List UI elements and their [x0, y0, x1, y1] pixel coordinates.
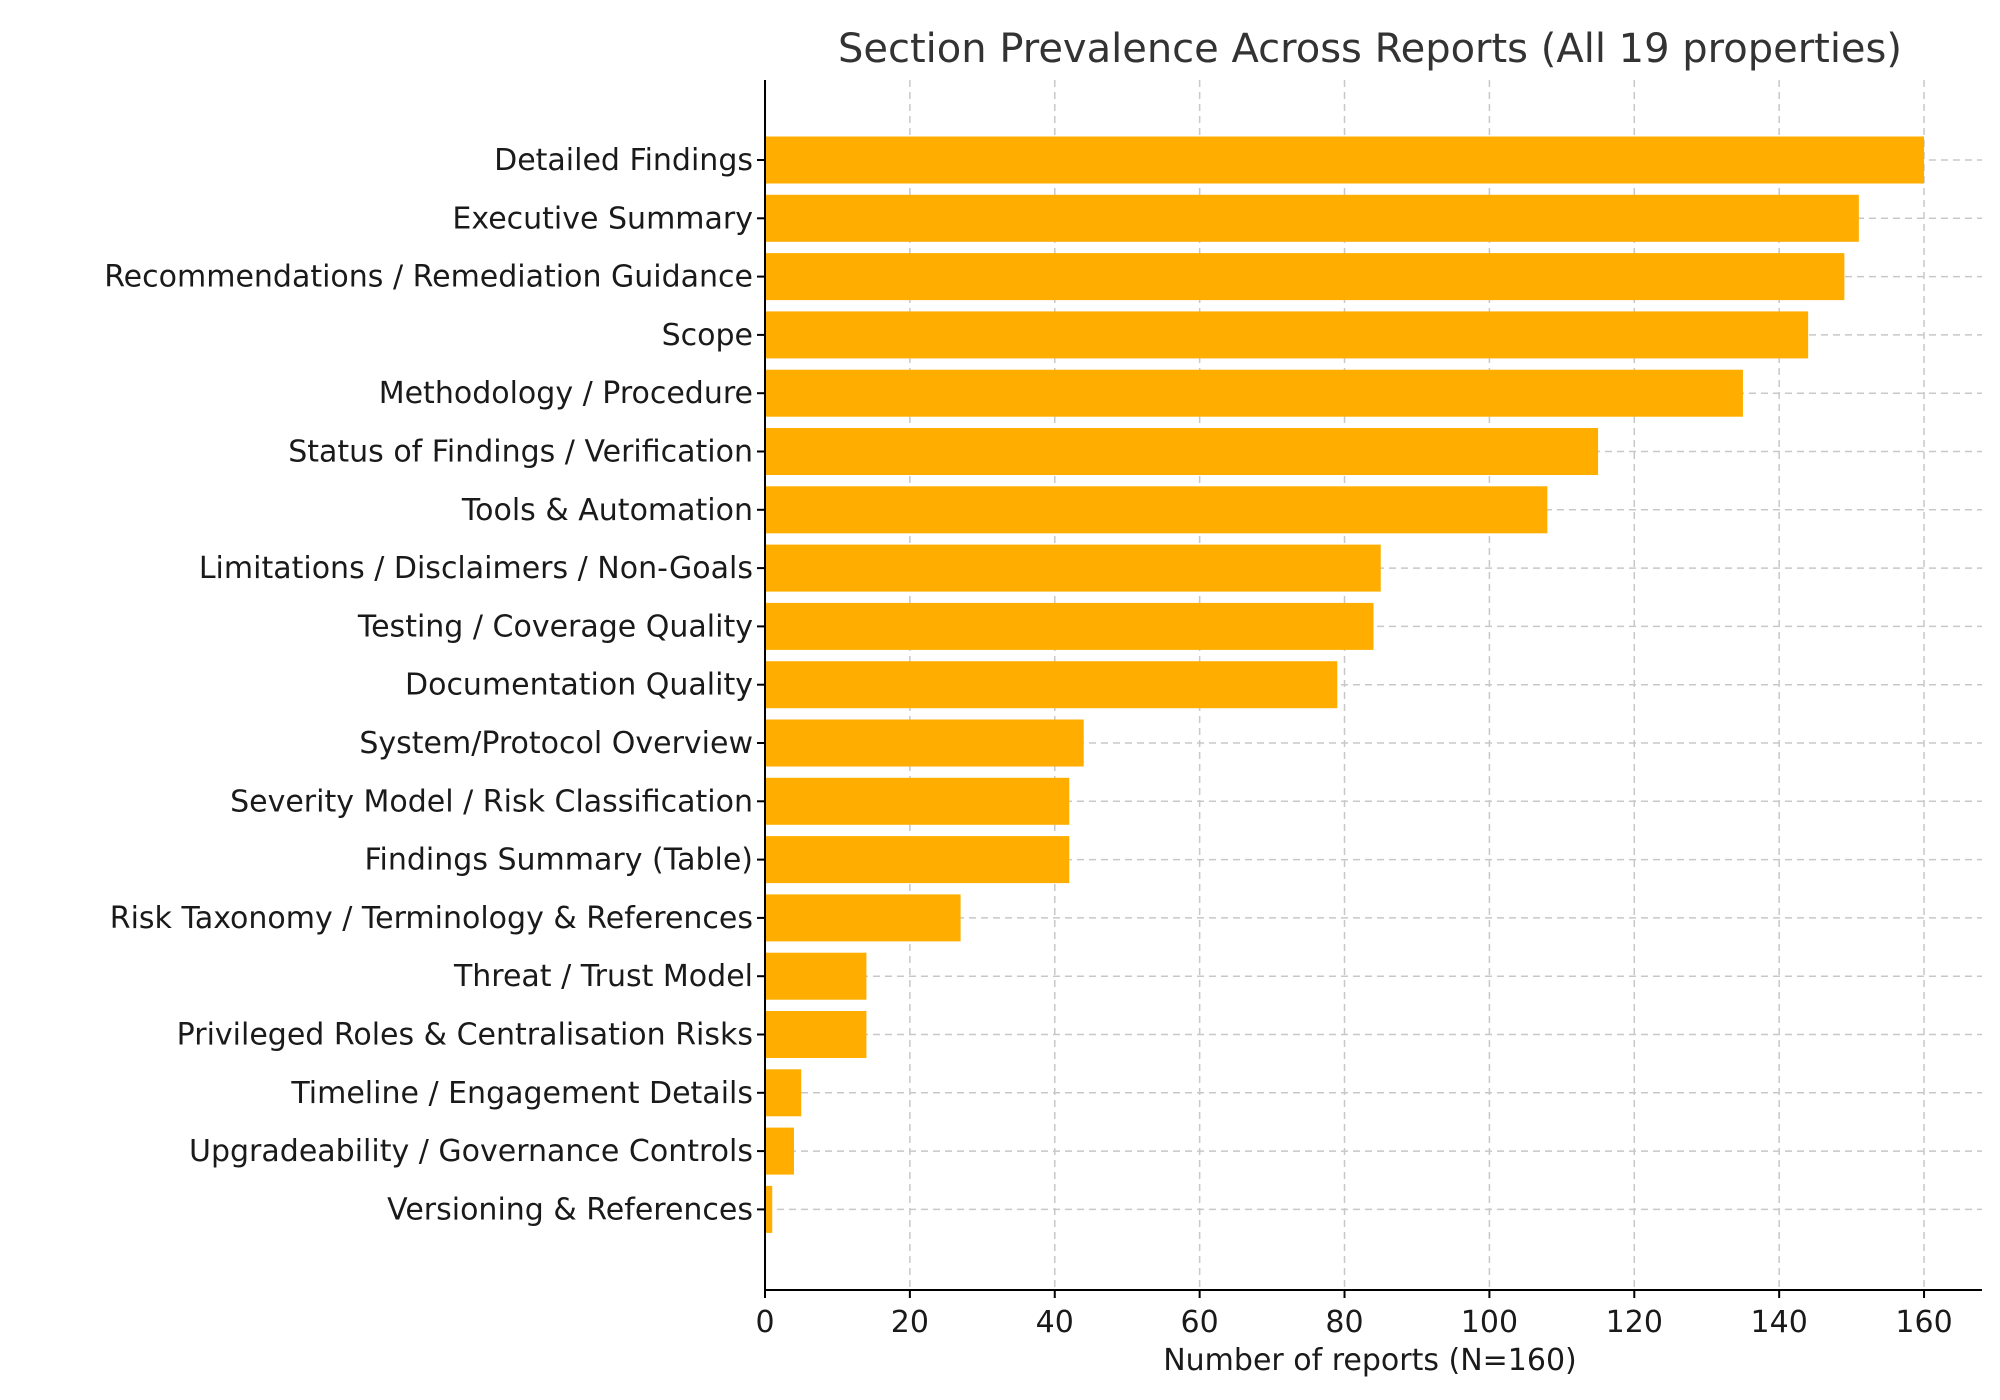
axes: 0 20 40 60 80 100 120 140 160: [755, 80, 1982, 1340]
x-tick-label: 0: [755, 1305, 774, 1340]
category-label: Methodology / Procedure: [379, 376, 753, 411]
bar: [765, 136, 1925, 184]
category-label: Testing / Coverage Quality: [357, 609, 753, 644]
category-label: Executive Summary: [452, 201, 753, 236]
bars: [765, 136, 1925, 1233]
x-tick-label: 140: [1751, 1305, 1808, 1340]
chart-title: Section Prevalence Across Reports (All 1…: [838, 26, 1902, 72]
category-label: Recommendations / Remediation Guidance: [104, 260, 753, 295]
category-label: Versioning & References: [387, 1192, 753, 1227]
category-label: Documentation Quality: [405, 668, 753, 703]
category-label: Risk Taxonomy / Terminology & References: [110, 901, 753, 936]
category-label: Status of Findings / Verification: [288, 435, 753, 470]
category-label: Detailed Findings: [494, 143, 753, 178]
bar: [765, 661, 1338, 709]
x-tick-label: 20: [891, 1305, 929, 1340]
bar: [765, 777, 1070, 825]
category-label: Limitations / Disclaimers / Non-Goals: [199, 551, 753, 586]
category-labels: Detailed Findings Executive Summary Recomm…: [104, 143, 753, 1227]
x-tick-label: 60: [1181, 1305, 1219, 1340]
bar: [765, 602, 1374, 650]
bar: [765, 428, 1599, 475]
bar: [765, 1127, 794, 1175]
bar: [765, 544, 1381, 592]
category-label: Findings Summary (Table): [364, 843, 753, 878]
x-axis-label: Number of reports (N=160): [1163, 1343, 1577, 1378]
category-label: Threat / Trust Model: [453, 959, 753, 994]
category-label: Timeline / Engagement Details: [290, 1076, 753, 1111]
bar: [765, 952, 867, 1000]
x-tick-label: 80: [1325, 1305, 1363, 1340]
bar: [765, 253, 1845, 301]
bar: [765, 1069, 802, 1117]
x-tick-label: 100: [1461, 1305, 1518, 1340]
bar: [765, 311, 1809, 359]
bar: [765, 719, 1084, 767]
category-label: Scope: [662, 318, 753, 353]
category-label: Severity Model / Risk Classification: [230, 784, 753, 819]
category-label: Upgradeability / Governance Controls: [189, 1134, 753, 1169]
bar: [765, 369, 1743, 417]
x-tick-label: 40: [1036, 1305, 1074, 1340]
category-label: Privileged Roles & Centralisation Risks: [177, 1018, 753, 1053]
x-tick-label: 160: [1895, 1305, 1952, 1340]
category-label: Tools & Automation: [461, 493, 753, 528]
bar: [765, 1011, 867, 1058]
x-tick-label: 120: [1606, 1305, 1663, 1340]
bar: [765, 836, 1070, 884]
bar: [765, 194, 1859, 242]
bar: [765, 1185, 773, 1233]
category-label: System/Protocol Overview: [359, 726, 753, 761]
bar: [765, 486, 1548, 534]
bar: [765, 894, 961, 942]
